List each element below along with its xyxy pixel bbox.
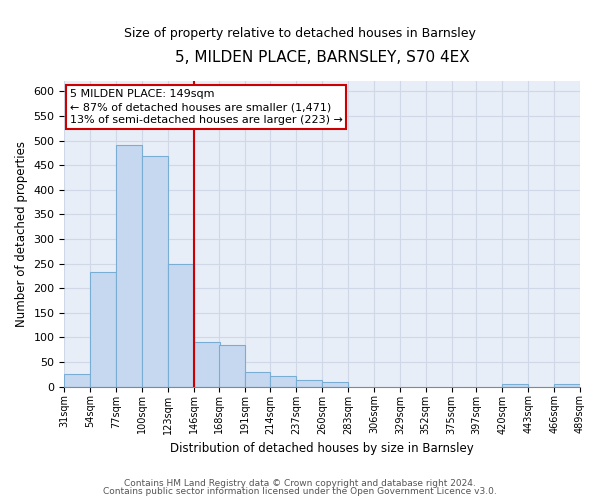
Title: 5, MILDEN PLACE, BARNSLEY, S70 4EX: 5, MILDEN PLACE, BARNSLEY, S70 4EX xyxy=(175,50,470,65)
Bar xyxy=(90,272,116,386)
Bar xyxy=(245,372,271,386)
Bar xyxy=(322,382,348,386)
Bar xyxy=(296,380,322,386)
Text: Contains HM Land Registry data © Crown copyright and database right 2024.: Contains HM Land Registry data © Crown c… xyxy=(124,478,476,488)
Bar xyxy=(116,145,142,386)
Bar xyxy=(271,376,296,386)
Bar xyxy=(554,384,580,386)
Text: Contains public sector information licensed under the Open Government Licence v3: Contains public sector information licen… xyxy=(103,487,497,496)
Bar xyxy=(142,156,168,386)
Bar xyxy=(218,345,245,387)
Bar xyxy=(502,384,528,386)
Bar xyxy=(64,374,90,386)
Text: Size of property relative to detached houses in Barnsley: Size of property relative to detached ho… xyxy=(124,28,476,40)
Bar xyxy=(168,264,194,386)
Y-axis label: Number of detached properties: Number of detached properties xyxy=(15,141,28,327)
Text: 5 MILDEN PLACE: 149sqm
← 87% of detached houses are smaller (1,471)
13% of semi-: 5 MILDEN PLACE: 149sqm ← 87% of detached… xyxy=(70,89,343,126)
Bar xyxy=(194,342,220,386)
X-axis label: Distribution of detached houses by size in Barnsley: Distribution of detached houses by size … xyxy=(170,442,474,455)
